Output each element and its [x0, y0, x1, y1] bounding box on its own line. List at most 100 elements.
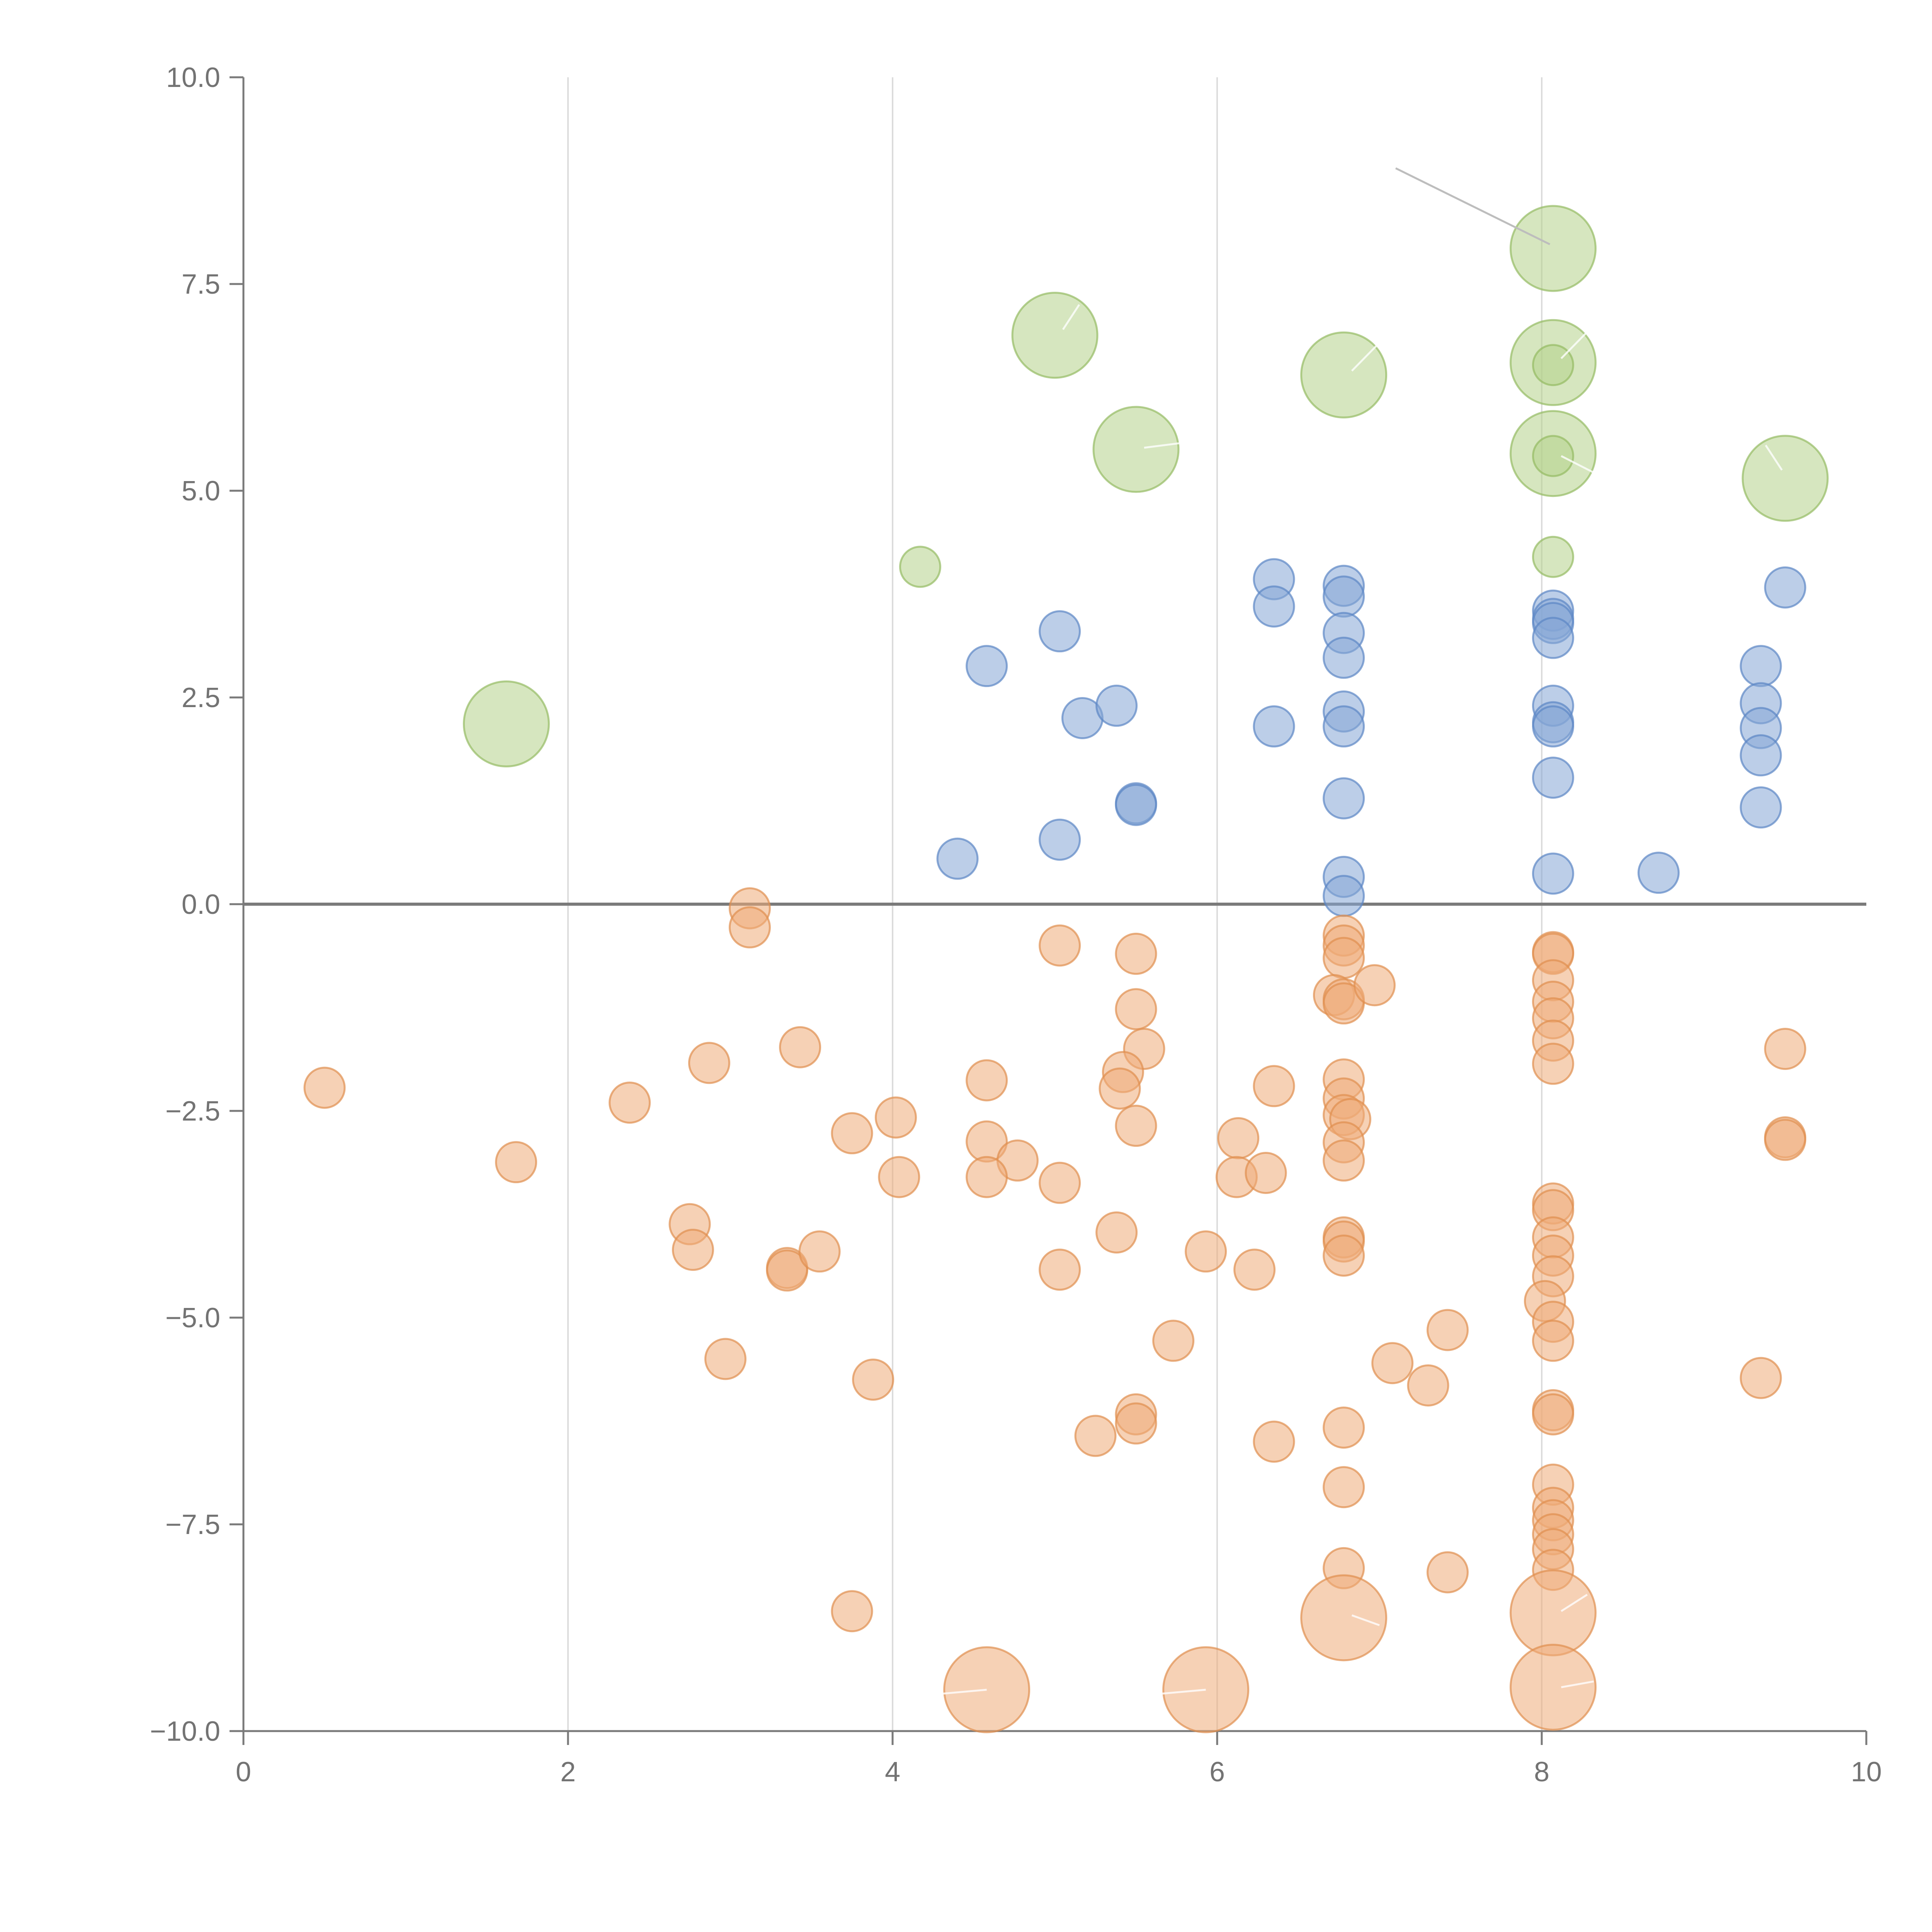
- data-point-orange: [878, 1156, 920, 1198]
- data-point-orange: [1532, 1320, 1574, 1362]
- data-point-blue: [1532, 705, 1574, 748]
- data-point-orange: [1323, 1139, 1365, 1182]
- data-point-orange: [1323, 1406, 1365, 1449]
- data-point-blue: [1323, 777, 1365, 820]
- data-point-blue: [1323, 705, 1365, 748]
- bubble-inner-line: [1351, 1614, 1380, 1626]
- annotation-leader-line: [1395, 167, 1551, 245]
- data-point-orange: [1353, 964, 1396, 1007]
- data-point-blue: [1532, 852, 1574, 895]
- data-point-blue: [1253, 705, 1295, 748]
- data-point-orange: [1039, 1248, 1081, 1291]
- data-point-green: [1011, 292, 1099, 379]
- data-point-orange: [1152, 1320, 1195, 1362]
- data-point-orange: [966, 1059, 1008, 1102]
- data-point-orange: [672, 1229, 714, 1271]
- data-point-orange: [1099, 1067, 1141, 1110]
- data-point-orange: [1323, 937, 1365, 979]
- data-point-orange: [303, 1066, 346, 1109]
- x-tick-label: 6: [1209, 1757, 1225, 1787]
- data-point-orange: [1323, 982, 1365, 1025]
- data-point-orange: [1253, 1065, 1295, 1107]
- data-point-green: [1509, 205, 1597, 292]
- bubble-inner-line: [1765, 444, 1783, 471]
- data-point-orange: [1426, 1551, 1469, 1594]
- y-tick-label: 7.5: [182, 269, 220, 300]
- axes-layer: [230, 76, 1867, 1745]
- data-point-green: [463, 680, 550, 767]
- data-point-orange: [1532, 1043, 1574, 1085]
- x-tick-label: 0: [236, 1757, 251, 1787]
- data-point-orange: [1323, 1235, 1365, 1277]
- data-point-green: [1742, 435, 1829, 522]
- data-point-blue: [1740, 734, 1782, 777]
- y-tick-label: −5.0: [165, 1303, 220, 1333]
- data-point-orange: [874, 1096, 917, 1139]
- data-point-orange: [704, 1338, 747, 1380]
- data-point-blue: [1095, 684, 1138, 727]
- data-point-orange: [1115, 1402, 1157, 1445]
- data-point-blue: [966, 645, 1008, 687]
- y-tick-label: −7.5: [165, 1509, 220, 1540]
- data-point-blue: [1740, 645, 1782, 687]
- data-point-orange: [798, 1230, 841, 1273]
- data-point-orange: [831, 1590, 873, 1633]
- data-point-orange: [1764, 1119, 1806, 1161]
- data-point-blue: [1532, 757, 1574, 799]
- data-point-orange: [1245, 1152, 1287, 1194]
- data-point-orange: [1115, 932, 1157, 975]
- x-tick-label: 10: [1851, 1757, 1882, 1787]
- bubble-inner-line: [1561, 1594, 1588, 1612]
- data-point-green: [1300, 331, 1388, 418]
- x-tick-label: 8: [1534, 1757, 1549, 1787]
- data-point-orange: [1371, 1342, 1414, 1384]
- y-tick-label: 2.5: [182, 682, 220, 713]
- x-tick-label: 4: [885, 1757, 900, 1787]
- data-point-orange: [1039, 924, 1081, 967]
- data-point-orange: [1115, 988, 1157, 1031]
- points-layer: [303, 205, 1829, 1733]
- data-point-orange: [1532, 1393, 1574, 1435]
- data-point-orange: [1233, 1248, 1276, 1291]
- data-point-orange: [779, 1026, 821, 1068]
- data-point-blue: [1323, 875, 1365, 917]
- data-point-orange: [1217, 1117, 1260, 1160]
- data-point-green: [1092, 406, 1180, 493]
- bubble-inner-line: [1561, 1680, 1594, 1689]
- data-point-blue: [1253, 585, 1295, 628]
- data-point-orange: [1185, 1230, 1227, 1273]
- data-point-orange: [728, 906, 771, 949]
- bubble-inner-line: [1141, 1689, 1206, 1697]
- data-point-blue: [1323, 636, 1365, 679]
- data-point-orange: [1095, 1211, 1138, 1254]
- data-point-green: [1532, 435, 1574, 477]
- y-tick-label: 5.0: [182, 476, 220, 507]
- data-point-blue: [1532, 617, 1574, 659]
- data-point-orange: [852, 1359, 895, 1401]
- data-point-orange: [1253, 1420, 1295, 1463]
- y-tick-label: −2.5: [165, 1096, 220, 1127]
- data-point-blue: [1323, 575, 1365, 618]
- data-point-orange: [1764, 1028, 1806, 1070]
- data-point-orange: [1039, 1162, 1081, 1204]
- data-point-orange: [688, 1042, 730, 1084]
- data-point-green: [1532, 536, 1574, 578]
- data-point-orange: [1407, 1364, 1449, 1406]
- data-point-green: [1532, 344, 1574, 386]
- data-point-orange: [1509, 1644, 1597, 1731]
- data-point-orange: [1300, 1574, 1388, 1662]
- data-point-orange: [1740, 1357, 1782, 1399]
- y-tick-label: 0.0: [182, 889, 220, 920]
- data-point-blue: [1637, 852, 1680, 894]
- data-point-orange: [1074, 1415, 1117, 1457]
- data-point-orange: [966, 1156, 1008, 1198]
- bubble-inner-line: [1144, 438, 1209, 449]
- bubble-inner-line: [1062, 304, 1080, 330]
- data-point-blue: [1039, 818, 1081, 861]
- data-point-green: [899, 546, 941, 588]
- data-point-blue: [1740, 786, 1782, 829]
- data-point-blue: [1764, 566, 1806, 609]
- bubble-inner-line: [1560, 333, 1587, 359]
- data-point-orange: [609, 1082, 651, 1124]
